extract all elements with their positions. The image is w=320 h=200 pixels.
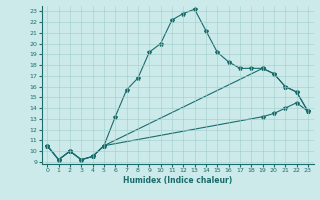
X-axis label: Humidex (Indice chaleur): Humidex (Indice chaleur) <box>123 176 232 185</box>
